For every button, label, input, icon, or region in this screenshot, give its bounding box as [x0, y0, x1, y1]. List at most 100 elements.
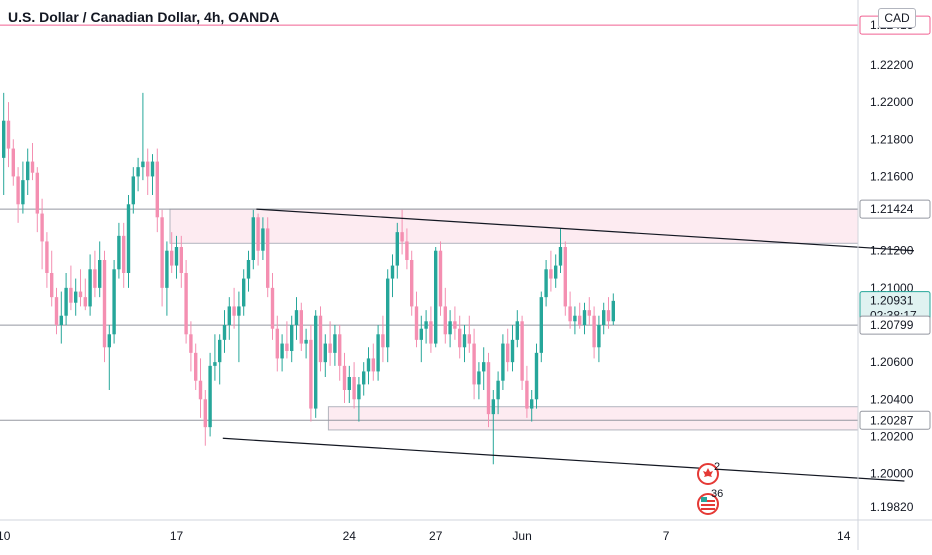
candle-body — [438, 250, 443, 307]
candle-body — [510, 339, 515, 363]
trendlines-layer[interactable] — [222, 208, 915, 482]
x-tick-label: 14 — [837, 529, 851, 543]
candle-body — [290, 325, 294, 351]
candle-body — [45, 241, 49, 273]
price-lines-layer — [0, 24, 858, 421]
candle-body — [141, 161, 145, 168]
candle-body — [227, 306, 231, 325]
candle-body — [194, 352, 198, 381]
candle-body — [256, 217, 260, 251]
trendline[interactable] — [256, 208, 915, 252]
candle-body — [443, 306, 447, 335]
canada-event-icon[interactable] — [697, 463, 719, 485]
candle-body — [554, 265, 558, 279]
y-tick-label: 1.21800 — [870, 132, 914, 146]
candle-body — [237, 306, 241, 316]
candle-body — [232, 306, 236, 316]
candle-body — [453, 321, 457, 329]
candle-body — [54, 297, 59, 325]
candle-body — [606, 310, 611, 322]
candle-body — [496, 380, 500, 400]
candle-body — [515, 321, 519, 340]
candle-body — [506, 343, 510, 363]
candle-body — [136, 167, 140, 177]
candle-body — [578, 315, 582, 325]
candle-body — [323, 343, 327, 363]
candle-body — [165, 250, 169, 288]
candle-body — [602, 310, 606, 325]
events-layer[interactable]: 2 36 — [697, 461, 723, 515]
candle-body — [208, 365, 212, 428]
candle-body — [366, 358, 371, 372]
candle-body — [184, 273, 188, 335]
canada-event-count: 2 — [714, 461, 720, 473]
candle-body — [2, 120, 6, 158]
candle-body — [386, 278, 390, 348]
trendline[interactable] — [222, 437, 905, 482]
candle-body — [573, 315, 577, 322]
chart-title: U.S. Dollar / Canadian Dollar, 4h, OANDA — [8, 9, 280, 25]
us-event-icon[interactable] — [697, 493, 719, 515]
candle-body — [117, 235, 121, 270]
zones-layer — [169, 208, 859, 431]
candle-body — [558, 247, 563, 266]
candle-body — [525, 380, 529, 409]
candle-body — [304, 339, 308, 344]
candle-body — [357, 384, 361, 400]
price-label: 1.21424 — [870, 202, 914, 216]
candle-body — [131, 176, 135, 205]
y-tick-label: 1.20600 — [870, 355, 914, 369]
sr-zone — [169, 208, 859, 244]
candle-body — [424, 321, 428, 329]
candle-body — [563, 247, 567, 307]
candle-body — [270, 287, 275, 329]
candle-body — [376, 334, 380, 372]
candle-body — [314, 315, 318, 409]
candle-body — [30, 161, 35, 173]
candles-layer — [2, 92, 615, 465]
y-tick-label: 1.22200 — [870, 58, 914, 72]
y-tick-label: 1.22000 — [870, 95, 914, 109]
price-label: 1.20287 — [870, 413, 914, 427]
candle-body — [198, 380, 203, 400]
candle-body — [266, 228, 270, 288]
candle-body — [11, 148, 15, 177]
candle-body — [328, 343, 332, 353]
candle-body — [146, 161, 150, 177]
candle-body — [189, 334, 193, 353]
candle-body — [414, 306, 419, 340]
candle-body — [390, 265, 395, 279]
candle-body — [16, 176, 20, 205]
candle-body — [280, 343, 284, 359]
x-tick-label: 7 — [663, 529, 670, 543]
candle-body — [491, 399, 495, 415]
x-tick-label: 17 — [170, 529, 184, 543]
candle-body — [434, 250, 438, 344]
candle-body — [246, 260, 251, 279]
currency-badge[interactable]: CAD — [878, 8, 916, 28]
price-label: 1.20799 — [870, 318, 914, 332]
candle-body — [333, 334, 337, 353]
candle-body — [405, 241, 409, 260]
candle-body — [218, 339, 222, 363]
candle-body — [395, 232, 399, 266]
candle-body — [544, 269, 548, 298]
candle-body — [347, 377, 351, 390]
candle-body — [462, 334, 467, 348]
candle-body — [242, 278, 246, 307]
candle-body — [477, 371, 481, 385]
candle-body — [275, 328, 279, 359]
candle-body — [458, 328, 462, 348]
candle-body — [74, 291, 78, 303]
candle-body — [597, 325, 601, 348]
price-label-box — [859, 410, 931, 430]
candle-body — [371, 358, 375, 372]
candle-body — [299, 310, 303, 344]
candle-body — [611, 300, 615, 322]
candle-body — [352, 377, 356, 400]
candle-body — [213, 362, 217, 366]
candle-body — [534, 352, 539, 400]
candle-body — [98, 260, 102, 288]
